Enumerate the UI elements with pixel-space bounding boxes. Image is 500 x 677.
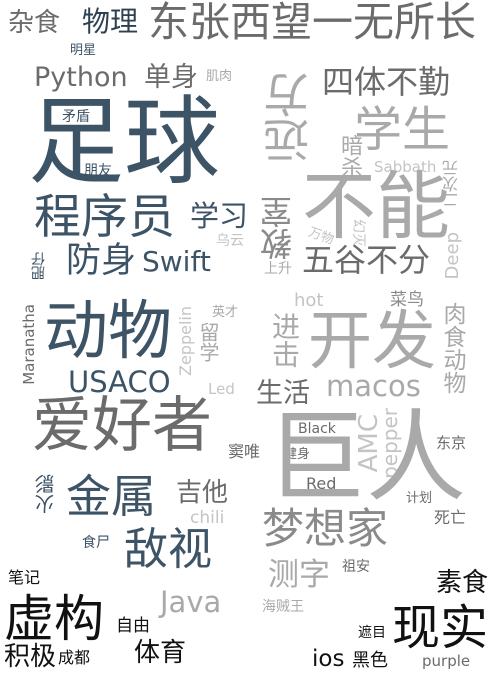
word-dongzhang: 东张西望一无所长 xyxy=(148,0,476,46)
word-dongjing: 东京 xyxy=(436,434,467,452)
word-yingcai: 英才 xyxy=(212,305,239,320)
word-siti: 四体不勤 xyxy=(322,63,451,101)
word-sushi: 素食 xyxy=(436,568,489,598)
word-juren: 巨人 xyxy=(266,399,466,516)
word-ios: ios xyxy=(312,646,345,672)
word-cainiao: 菜鸟 xyxy=(390,290,424,310)
word-macos: macos xyxy=(326,369,421,403)
word-zheMu: 遮目 xyxy=(358,625,386,641)
word-jita: 吉他 xyxy=(176,478,229,508)
word-xugou: 虚构 xyxy=(4,590,104,648)
word-sixing: 死亡 xyxy=(434,508,467,527)
word-chili: chili xyxy=(190,508,225,528)
word-aihaozhe: 爱好者 xyxy=(32,391,212,461)
word-xianshi: 现实 xyxy=(392,600,489,656)
word-yuanfang: 远方 xyxy=(262,72,316,164)
word-buneng: 不能 xyxy=(302,164,450,250)
word-pengyou: 朋友 xyxy=(84,163,112,179)
word-anshi: 暗杀 xyxy=(337,134,362,178)
word-jianshen: 健身 xyxy=(284,447,311,462)
word-jihua: 计划 xyxy=(406,491,433,506)
word-jiaoshi: 教室 xyxy=(259,196,297,260)
word-maodun: 矛盾 xyxy=(62,109,90,125)
word-wuyun: 乌云 xyxy=(216,233,244,249)
word-mingxing: 明星 xyxy=(70,43,97,58)
word-xuesheng: 学生 xyxy=(354,102,451,158)
word-python: Python xyxy=(34,62,128,93)
word-black: Black xyxy=(298,421,336,437)
word-cezi: 测字 xyxy=(268,557,330,593)
word-deep: Deep xyxy=(442,232,463,280)
word-usaco: USACO xyxy=(68,365,171,399)
word-jirou: 肌肉 xyxy=(206,69,233,84)
word-mengxiangjia: 梦想家 xyxy=(262,504,389,553)
word-kaifa: 开发 xyxy=(308,305,436,379)
word-hot: hot xyxy=(294,290,324,311)
word-chengxuyuan: 程序员 xyxy=(34,190,175,245)
word-dishi: 敌视 xyxy=(124,524,212,575)
word-wugu: 五谷不分 xyxy=(302,241,431,279)
word-red: Red xyxy=(306,474,337,493)
word-swift: Swift xyxy=(142,245,211,278)
word-chengdu: 成都 xyxy=(58,648,91,667)
word-led: Led xyxy=(208,380,235,398)
word-fangshen: 防身 xyxy=(66,241,137,281)
word-roushi: 肉食动物 xyxy=(439,302,465,394)
word-liuxue: 留学 xyxy=(196,322,220,362)
word-shenghuo: 生活 xyxy=(256,378,310,409)
word-tiyu: 体育 xyxy=(134,638,187,668)
word-zeppelin: Zeppelin xyxy=(176,306,195,376)
word-heise: 黑色 xyxy=(352,650,388,671)
word-shishi: 食尸 xyxy=(82,535,110,551)
word-zuan: 祖安 xyxy=(342,559,370,575)
word-jinji: 进击 xyxy=(268,312,301,368)
word-huoying: 火影 xyxy=(34,474,58,514)
word-zashi: 杂食 xyxy=(8,8,61,38)
word-biji: 笔记 xyxy=(8,568,41,587)
word-haizeiwang: 海贼王 xyxy=(262,599,304,615)
word-purple: purple xyxy=(422,652,471,670)
word-jinshu: 金属 xyxy=(66,470,157,523)
word-xuexi: 学习 xyxy=(190,199,249,233)
word-zuqiu: 足球 xyxy=(28,86,220,198)
word-maranatha: Maranatha xyxy=(20,304,38,385)
word-java: Java xyxy=(160,585,222,619)
word-jiji: 积极 xyxy=(4,642,57,672)
word-wuli: 物理 xyxy=(82,5,139,38)
word-feizai: 肥仔 xyxy=(31,252,47,280)
word-shangsheng: 上升 xyxy=(264,261,292,277)
word-sabbath: Sabbath xyxy=(374,158,437,176)
word-kuiwei: 窦唯 xyxy=(228,442,261,461)
word-ziyou: 自由 xyxy=(116,616,150,636)
word-danshen: 单身 xyxy=(144,62,198,93)
word-dongwu: 动物 xyxy=(44,295,172,369)
